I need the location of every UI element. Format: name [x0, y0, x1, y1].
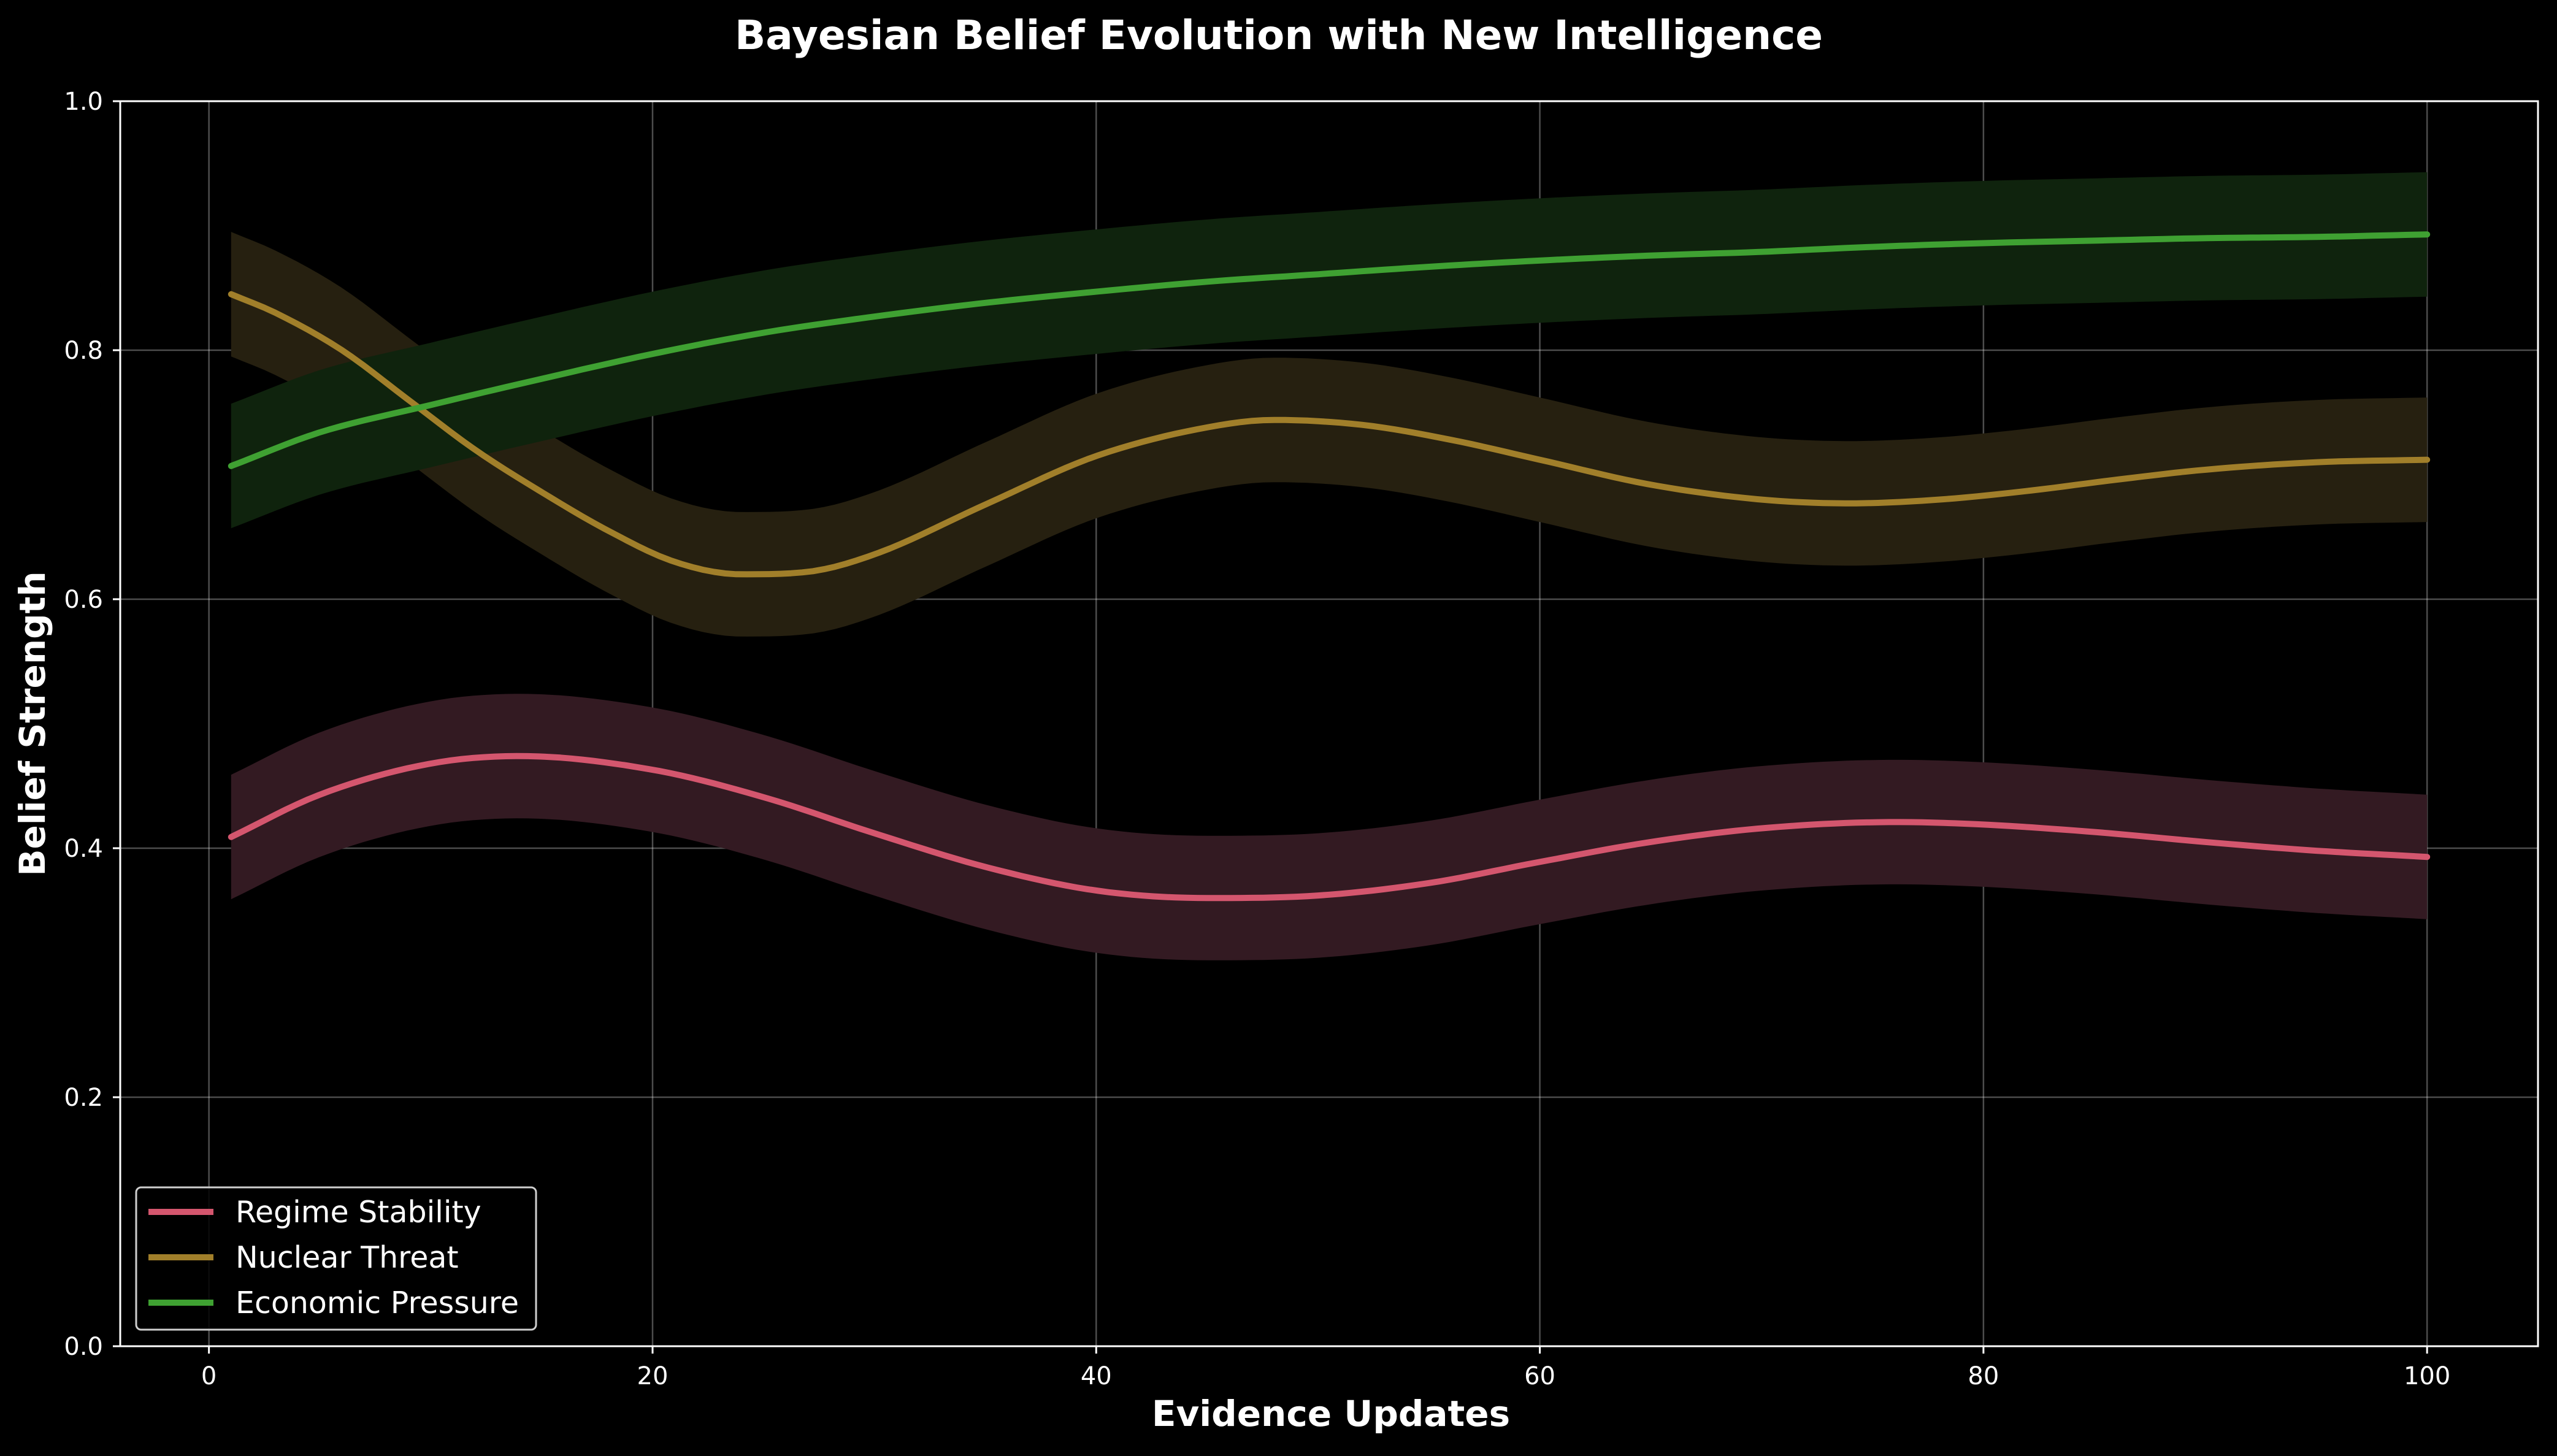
series-lines: [228, 231, 2431, 902]
confidence-bands: [231, 172, 2428, 960]
series-line: [228, 291, 2431, 578]
plot-frame: [119, 100, 2539, 1347]
x-tick-label: 0: [201, 1362, 217, 1390]
legend-label: Regime Stability: [236, 1195, 481, 1230]
y-tick-label: 0.2: [64, 1084, 103, 1112]
series-line: [228, 231, 2431, 469]
confidence-band: [231, 694, 2428, 960]
y-tick-label: 1.0: [64, 88, 103, 116]
confidence-band: [231, 172, 2428, 529]
legend: Regime Stability Nuclear Threat Economic P…: [135, 1186, 537, 1331]
x-axis-label: Evidence Updates: [1152, 1393, 1510, 1435]
x-tick-label: 60: [1524, 1362, 1555, 1390]
x-tick-label: 80: [1968, 1362, 1999, 1390]
y-tick-label: 0.8: [64, 337, 103, 365]
x-tick-label: 40: [1081, 1362, 1112, 1390]
y-axis-label: Belief Strength: [12, 571, 53, 876]
x-tick-label: 100: [2404, 1362, 2450, 1390]
chart-title: Bayesian Belief Evolution with New Intel…: [735, 12, 1823, 59]
legend-box: [135, 1186, 537, 1331]
y-tick-label: 0.0: [64, 1333, 103, 1361]
series-line: [228, 753, 2431, 902]
y-tick-label: 0.4: [64, 835, 103, 863]
y-tick-label: 0.6: [64, 586, 103, 614]
confidence-band: [231, 232, 2428, 637]
legend-label: Nuclear Threat: [236, 1240, 459, 1275]
x-tick-label: 20: [637, 1362, 669, 1390]
legend-label: Economic Pressure: [236, 1285, 519, 1320]
axes: 0 20 40 60 80 100 0.0 0.2 0.4 0.6 0.8 1.0: [64, 88, 2539, 1390]
